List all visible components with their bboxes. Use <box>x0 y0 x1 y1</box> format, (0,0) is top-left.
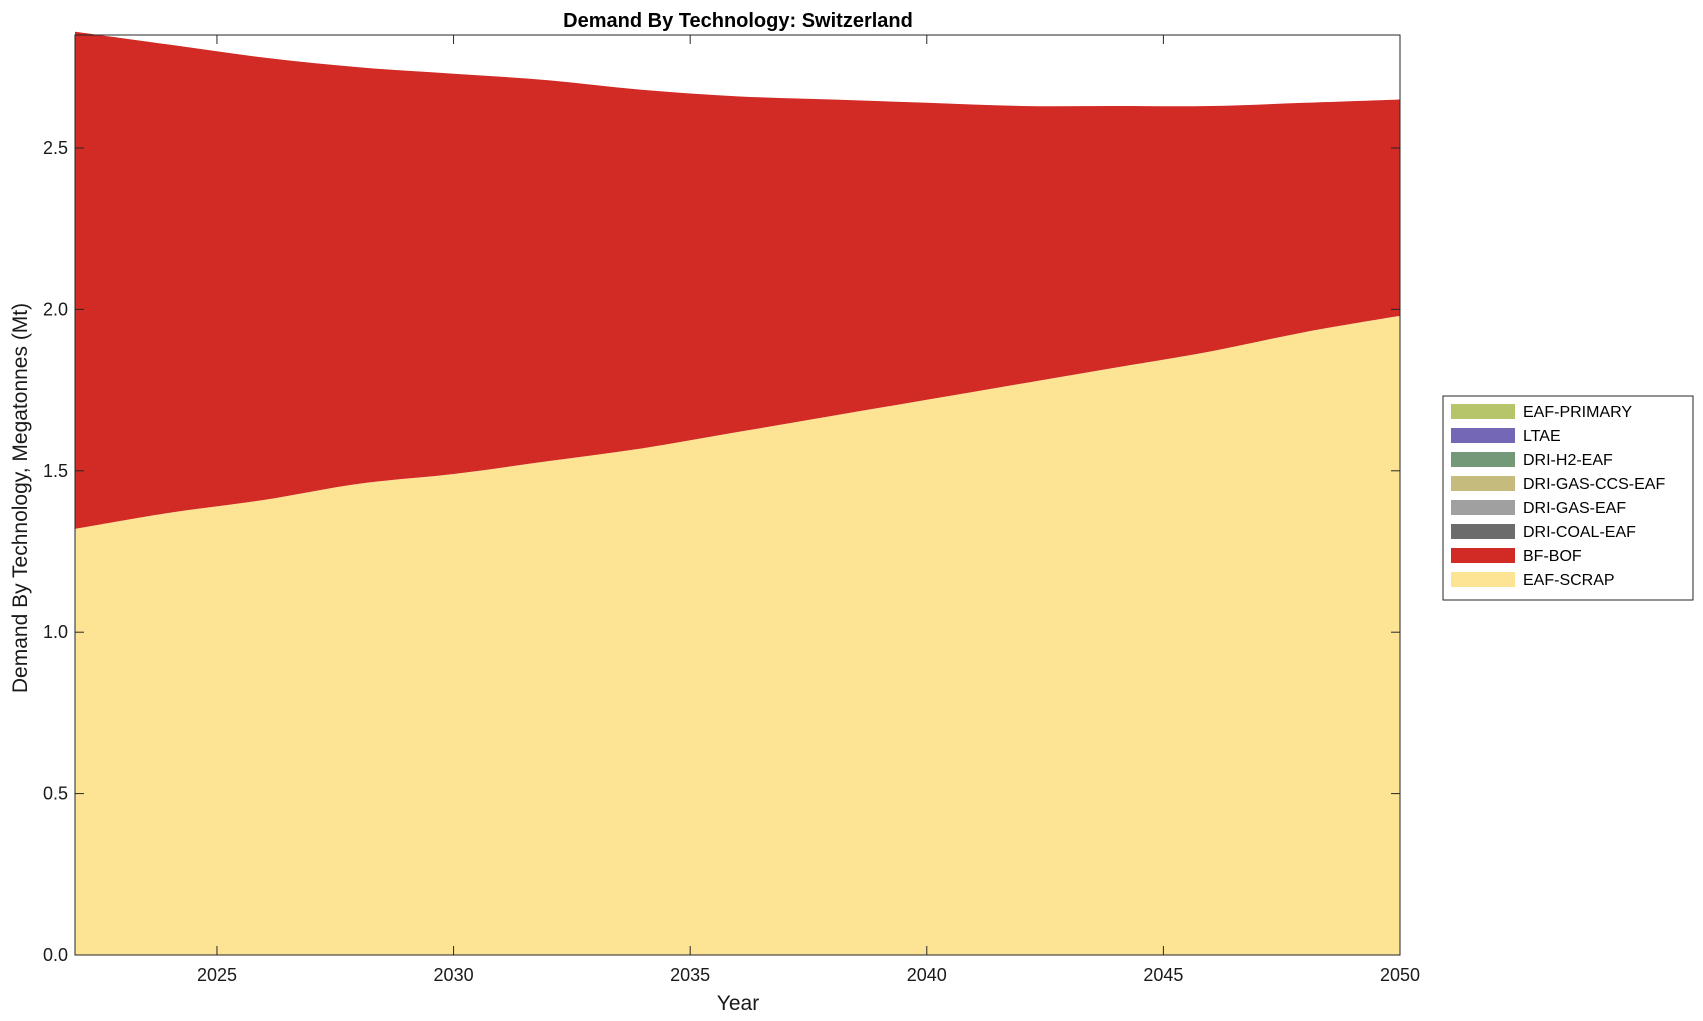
y-tick-label: 0.0 <box>43 945 68 965</box>
legend-label-bf-bof: BF-BOF <box>1523 548 1582 565</box>
legend-swatch-dri-gas-ccs-eaf <box>1451 476 1515 491</box>
y-tick-label: 2.5 <box>43 138 68 158</box>
legend-label-dri-h2-eaf: DRI-H2-EAF <box>1523 452 1613 469</box>
y-axis-label: Demand By Technology, Megatonnes (Mt) <box>9 303 32 693</box>
legend-swatch-dri-h2-eaf <box>1451 452 1515 467</box>
y-tick-label: 2.0 <box>43 299 68 319</box>
plot-frame <box>74 34 1401 956</box>
area-bf-bof <box>75 31 1400 529</box>
legend-swatch-eaf-primary <box>1451 404 1515 419</box>
legend-label-ltae: LTAE <box>1523 428 1561 445</box>
legend-swatch-dri-coal-eaf <box>1451 524 1515 539</box>
legend: EAF-PRIMARY LTAE DRI-H2-EAF DRI-GAS-CCS-EAF… <box>1442 395 1694 601</box>
legend-label-eaf-scrap: EAF-SCRAP <box>1523 572 1615 589</box>
legend-label-dri-coal-eaf: DRI-COAL-EAF <box>1523 524 1636 541</box>
areas-layer <box>75 31 1400 956</box>
legend-swatch-bf-bof <box>1451 548 1515 563</box>
legend-box <box>1442 395 1694 601</box>
y-tick-label: 1.0 <box>43 622 68 642</box>
legend-label-dri-gas-ccs-eaf: DRI-GAS-CCS-EAF <box>1523 476 1665 493</box>
legend-label-eaf-primary: EAF-PRIMARY <box>1523 404 1632 421</box>
legend-swatch-dri-gas-eaf <box>1451 500 1515 515</box>
legend-swatch-eaf-scrap <box>1451 572 1515 587</box>
x-tick-label: 2030 <box>434 965 474 985</box>
x-tick-label: 2035 <box>670 965 710 985</box>
ticks-layer: 2025 2030 2035 2040 2045 2050 0.0 0.5 1.0 1.5 2.0 2… <box>43 35 1420 985</box>
area-eaf-scrap <box>75 315 1400 956</box>
legend-label-dri-gas-eaf: DRI-GAS-EAF <box>1523 500 1626 517</box>
x-tick-label: 2025 <box>197 965 237 985</box>
x-tick-label: 2050 <box>1380 965 1420 985</box>
x-tick-label: 2040 <box>907 965 947 985</box>
x-tick-label: 2045 <box>1143 965 1183 985</box>
y-tick-label: 1.5 <box>43 461 68 481</box>
chart-title: Demand By Technology: Switzerland <box>563 10 913 32</box>
x-axis-label: Year <box>717 992 759 1015</box>
y-tick-label: 0.5 <box>43 784 68 804</box>
legend-swatch-ltae <box>1451 428 1515 443</box>
